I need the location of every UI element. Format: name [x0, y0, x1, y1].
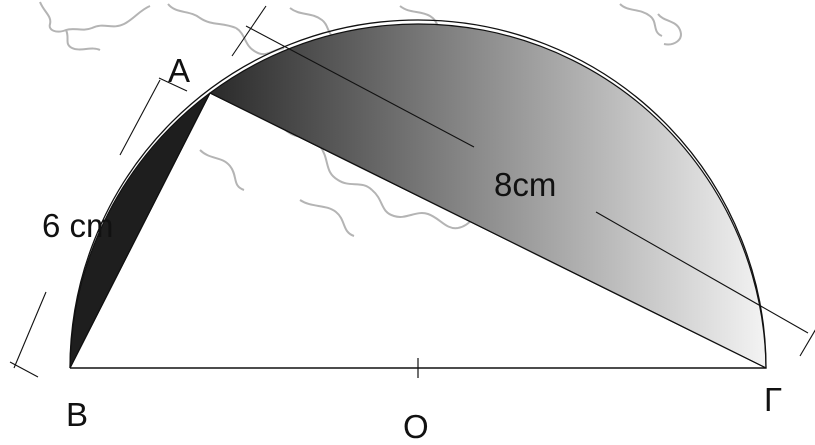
label-b: B [66, 396, 88, 433]
length-ac-label: 8cm [494, 166, 556, 203]
chord-ac [209, 92, 767, 369]
segment-ac-shading [208, 23, 767, 369]
label-a: A [168, 52, 190, 89]
chord-ab [69, 92, 211, 369]
label-gamma: Γ [764, 381, 782, 418]
label-o: O [403, 408, 429, 445]
length-ab-label: 6 cm [42, 207, 114, 244]
semicircle-arc [69, 19, 767, 369]
dimension-ab [9, 77, 188, 378]
